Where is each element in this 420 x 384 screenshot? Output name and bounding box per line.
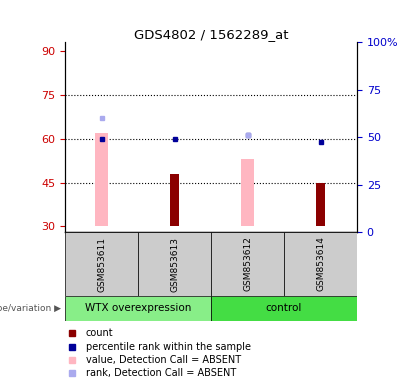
Bar (65, 296, 211, 321)
Text: WTX overexpression: WTX overexpression (85, 303, 191, 313)
Bar (95, 133, 108, 227)
Text: genotype/variation ▶: genotype/variation ▶ (0, 304, 61, 313)
Bar (211, 232, 284, 296)
Text: control: control (266, 303, 302, 313)
Bar (170, 174, 179, 227)
Bar (211, 296, 357, 321)
Text: percentile rank within the sample: percentile rank within the sample (86, 341, 251, 352)
Text: count: count (86, 328, 113, 338)
Bar (241, 159, 254, 227)
Text: GSM853611: GSM853611 (97, 237, 106, 291)
Text: rank, Detection Call = ABSENT: rank, Detection Call = ABSENT (86, 368, 236, 379)
Title: GDS4802 / 1562289_at: GDS4802 / 1562289_at (134, 28, 288, 41)
Text: GSM853614: GSM853614 (316, 237, 325, 291)
Bar (65, 232, 138, 296)
Bar (284, 232, 357, 296)
Bar (316, 183, 325, 227)
Text: value, Detection Call = ABSENT: value, Detection Call = ABSENT (86, 355, 241, 365)
Text: GSM853613: GSM853613 (170, 237, 179, 291)
Bar (138, 232, 211, 296)
Text: GSM853612: GSM853612 (243, 237, 252, 291)
